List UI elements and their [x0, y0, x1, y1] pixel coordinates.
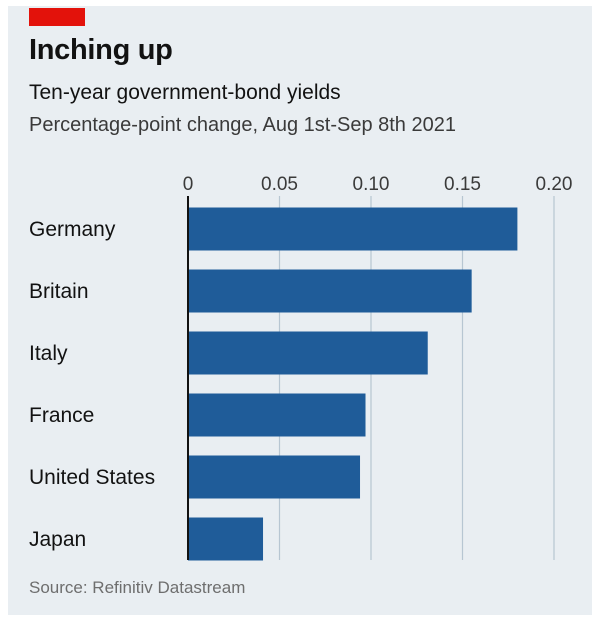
source-note: Source: Refinitiv Datastream: [29, 578, 246, 597]
bar: [188, 455, 361, 499]
bar: [188, 207, 518, 251]
bar: [188, 331, 428, 375]
x-tick-label: 0.10: [353, 174, 390, 195]
category-label: Japan: [29, 528, 86, 551]
x-tick-label: 0.15: [444, 174, 481, 195]
bar: [188, 517, 264, 561]
brand-tag: [29, 8, 85, 26]
x-tick-label: 0.20: [536, 174, 573, 195]
chart-description: Percentage-point change, Aug 1st-Sep 8th…: [29, 114, 456, 136]
chart-subtitle: Ten-year government-bond yields: [29, 81, 341, 104]
x-tick-label: 0.05: [261, 174, 298, 195]
category-label: Germany: [29, 218, 116, 241]
chart-title: Inching up: [29, 34, 173, 66]
bar: [188, 393, 366, 437]
bar: [188, 269, 472, 313]
category-label: Italy: [29, 342, 68, 365]
category-label: Britain: [29, 280, 89, 303]
category-label: United States: [29, 466, 155, 489]
x-tick-label: 0: [183, 174, 194, 195]
category-label: France: [29, 404, 94, 427]
